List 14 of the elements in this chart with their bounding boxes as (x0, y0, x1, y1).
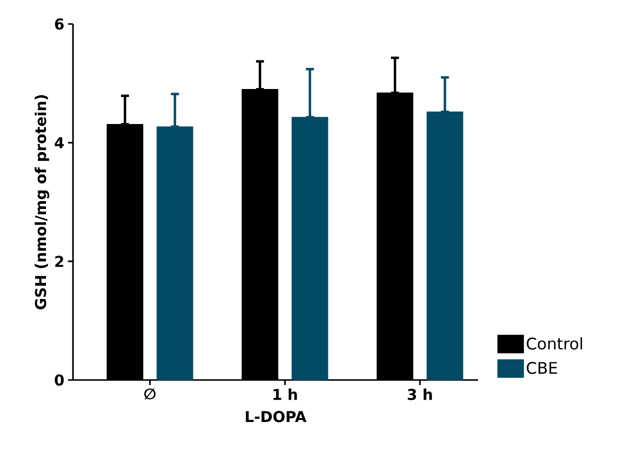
bar (156, 126, 194, 380)
y-tick-label: 6 (55, 18, 64, 30)
bar (292, 116, 328, 380)
x-axis-title: L-DOPA (246, 410, 306, 422)
legend-label: Control (526, 337, 582, 350)
x-tick-label: ∅ (144, 388, 156, 400)
y-axis-title: GSH (nmol/mg of protein) (34, 95, 50, 310)
y-tick-label: 2 (55, 256, 64, 267)
x-tick-label: 1 h (274, 388, 297, 400)
legend-label: CBE (526, 362, 557, 374)
y-tick-label: 0 (54, 374, 64, 386)
bar (426, 112, 464, 380)
y-tick-label: 4 (54, 137, 64, 148)
x-tick-label: 3 h (408, 388, 432, 400)
